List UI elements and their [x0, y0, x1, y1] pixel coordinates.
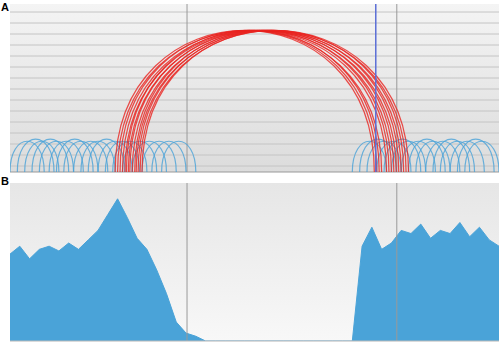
svg-text:A: A — [8, 1, 9, 13]
html-text:B: B — [1, 175, 9, 187]
